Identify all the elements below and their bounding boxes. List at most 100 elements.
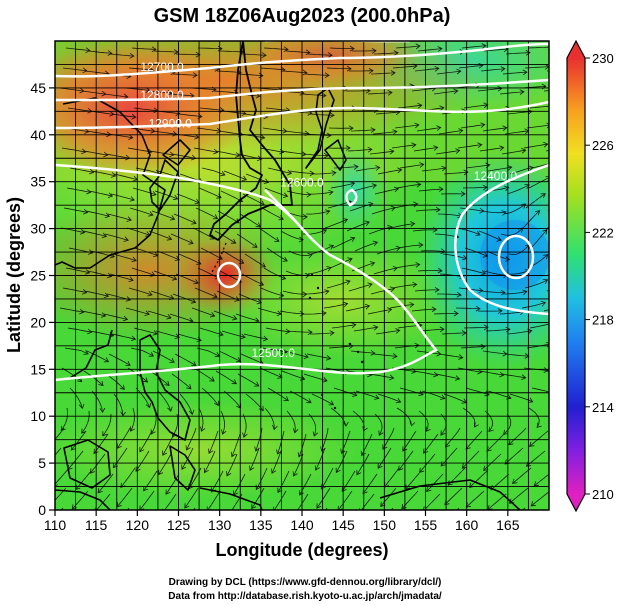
streamline-arrowhead xyxy=(543,141,549,148)
streamline xyxy=(398,244,423,249)
streamline xyxy=(133,107,158,112)
streamline xyxy=(402,430,417,452)
streamline xyxy=(130,127,155,132)
streamline-arrowhead xyxy=(328,400,335,406)
streamline xyxy=(59,87,84,92)
streamline xyxy=(216,70,242,73)
streamline xyxy=(201,387,219,406)
streamline xyxy=(170,233,194,244)
streamline xyxy=(326,67,352,70)
streamline-arrowhead xyxy=(473,422,479,428)
streamline-arrowhead xyxy=(162,450,168,456)
streamline-arrowhead xyxy=(348,343,354,350)
streamline-arrowhead xyxy=(387,90,393,96)
streamline xyxy=(218,130,243,135)
streamline-arrowhead xyxy=(148,211,154,217)
streamline-arrowhead xyxy=(125,361,131,366)
streamline xyxy=(201,167,226,176)
streamline xyxy=(156,250,180,261)
streamline xyxy=(86,350,109,363)
streamline-arrowhead xyxy=(342,218,349,224)
streamline xyxy=(372,131,397,135)
streamline xyxy=(482,350,507,355)
streamline-arrowhead xyxy=(367,146,373,153)
streamline-arrowhead xyxy=(299,89,305,96)
colorbar-tick-label: 230 xyxy=(592,51,614,66)
streamline-arrowhead xyxy=(415,43,421,50)
streamline-arrowhead xyxy=(527,108,533,115)
streamline xyxy=(266,247,288,262)
streamline xyxy=(349,203,373,212)
streamline-arrowhead xyxy=(184,503,190,509)
streamline-arrowhead xyxy=(302,69,308,76)
streamline-arrowhead xyxy=(188,317,194,323)
streamline-arrowhead xyxy=(193,279,199,285)
y-tick-label: 25 xyxy=(30,268,46,284)
streamline xyxy=(172,73,198,76)
streamline-arrowhead xyxy=(119,384,125,390)
streamline xyxy=(530,229,548,249)
streamline xyxy=(83,150,108,156)
streamline xyxy=(113,173,138,181)
streamline xyxy=(286,410,296,433)
streamline xyxy=(531,387,549,393)
streamline-arrowhead xyxy=(562,303,567,308)
streamline-arrowhead xyxy=(415,261,421,268)
streamline-arrowhead xyxy=(251,503,257,510)
streamline xyxy=(332,237,355,249)
streamline xyxy=(127,367,148,383)
streamline-arrowhead xyxy=(325,209,331,215)
streamline-arrowhead xyxy=(307,252,313,259)
streamline-arrowhead xyxy=(398,524,403,529)
streamline-arrowhead xyxy=(123,236,129,242)
streamline xyxy=(320,467,334,490)
streamline-arrowhead xyxy=(481,43,487,49)
streamline xyxy=(306,353,331,359)
streamline xyxy=(522,210,540,229)
streamline-arrowhead xyxy=(524,128,530,135)
streamline xyxy=(150,290,174,299)
streamline-arrowhead xyxy=(147,148,153,155)
streamline-arrowhead xyxy=(214,400,219,407)
streamline xyxy=(423,493,441,510)
streamline xyxy=(526,124,549,129)
streamline-arrowhead xyxy=(326,355,332,361)
streamline xyxy=(243,333,268,340)
streamline-arrowhead xyxy=(456,291,462,298)
streamline xyxy=(395,264,420,269)
streamline xyxy=(208,430,219,454)
streamline-arrowhead xyxy=(190,298,197,304)
streamline-arrowhead xyxy=(482,252,489,258)
x-axis-title: Longitude (degrees) xyxy=(215,540,388,560)
streamline-arrowhead xyxy=(458,354,464,360)
streamline xyxy=(218,350,241,362)
streamline-arrowhead xyxy=(131,113,137,120)
streamline xyxy=(348,283,373,292)
streamline-arrowhead xyxy=(103,357,110,363)
streamline-arrowhead xyxy=(167,406,173,412)
streamline-arrowhead xyxy=(217,45,223,52)
streamline xyxy=(370,72,396,75)
streamline xyxy=(158,453,172,475)
streamline-arrowhead xyxy=(280,66,286,73)
streamline-arrowhead xyxy=(419,467,425,473)
streamline-arrowhead xyxy=(209,234,216,240)
streamline-arrowhead xyxy=(348,125,354,132)
streamline xyxy=(260,287,284,297)
streamline-arrowhead xyxy=(82,208,89,215)
streamline xyxy=(415,209,441,212)
streamline-arrowhead xyxy=(447,480,453,486)
streamline-arrowhead xyxy=(499,145,505,151)
streamline-arrowhead xyxy=(477,142,483,148)
streamline-arrowhead xyxy=(171,275,178,281)
streamline xyxy=(330,182,355,189)
streamline-arrowhead xyxy=(99,407,106,413)
streamline xyxy=(417,48,442,52)
streamline xyxy=(255,467,268,490)
streamline xyxy=(238,73,263,77)
streamline xyxy=(164,493,177,510)
streamline xyxy=(465,490,485,508)
streamline-arrowhead xyxy=(143,486,149,492)
streamline-arrowhead xyxy=(186,384,192,390)
streamline-arrowhead xyxy=(208,448,214,454)
